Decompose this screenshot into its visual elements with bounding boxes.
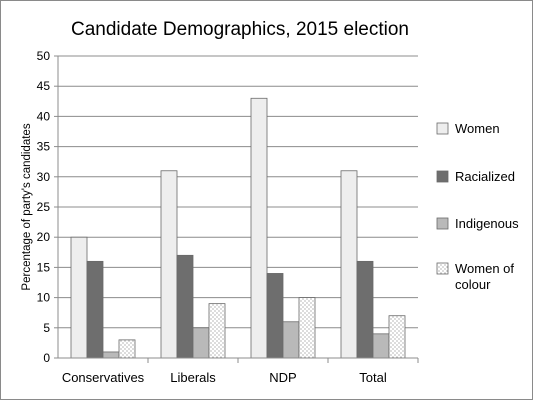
x-category-label: NDP (269, 370, 296, 385)
legend-label: Indigenous (455, 216, 519, 231)
bar-ndp-racialized (266, 273, 284, 359)
y-tick-label: 40 (37, 109, 51, 123)
y-tick-label: 20 (37, 230, 51, 244)
y-tick-label: 30 (37, 170, 51, 184)
bar-liberals-racialized (176, 254, 194, 359)
bar-liberals-women (160, 170, 178, 359)
y-tick-label: 50 (37, 49, 51, 63)
legend-swatch (436, 217, 449, 230)
bar-conservatives-women (70, 236, 88, 359)
y-tick-label: 25 (37, 200, 51, 214)
bar-ndp-women (250, 97, 268, 359)
bar-ndp-indigenous (282, 321, 300, 359)
bar-conservatives-racialized (86, 260, 104, 359)
legend-swatch (436, 170, 449, 183)
bar-ndp-women-of-colour (298, 297, 316, 359)
bar-liberals-women-of-colour (208, 303, 226, 359)
y-axis-label: Percentage of party's candidates (21, 123, 33, 290)
bar-conservatives-women-of-colour (118, 339, 136, 359)
bar-total-racialized (356, 260, 374, 359)
chart-title: Candidate Demographics, 2015 election (71, 19, 409, 40)
y-tick-label: 0 (43, 351, 50, 365)
bar-total-indigenous (372, 333, 390, 359)
y-tick-label: 45 (37, 79, 51, 93)
legend-swatch (436, 122, 449, 135)
legend-label: Racialized (455, 169, 515, 184)
legend: Women Racialized Indigenous Women of colour (436, 121, 519, 292)
bar-total-women (340, 170, 358, 359)
axes: 0 5 10 15 20 25 30 35 40 45 50 Conservatives Liberal… (37, 49, 419, 385)
bar-liberals-indigenous (192, 327, 210, 359)
legend-label: Women of colour (455, 261, 514, 292)
x-category-label: Liberals (170, 370, 216, 385)
x-category-label: Total (359, 370, 387, 385)
y-tick-label: 35 (37, 140, 51, 154)
bars (70, 97, 406, 359)
bar-total-women-of-colour (388, 315, 406, 359)
bar-conservatives-indigenous (102, 351, 120, 359)
legend-swatch (436, 262, 449, 275)
x-category-label: Conservatives (62, 370, 145, 385)
y-tick-label: 15 (37, 260, 51, 274)
y-tick-label: 5 (43, 321, 50, 335)
y-tick-label: 10 (37, 291, 51, 305)
legend-label: Women (455, 121, 500, 136)
